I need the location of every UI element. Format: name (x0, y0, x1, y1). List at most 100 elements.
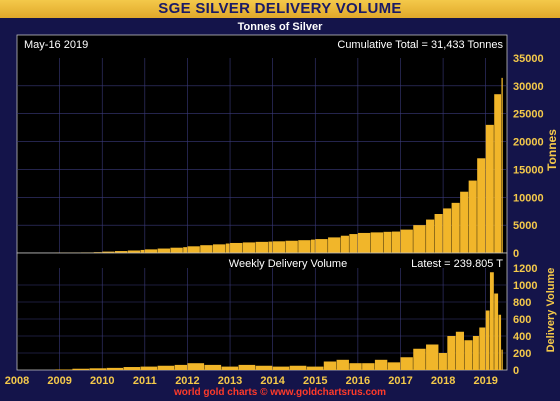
weekly-bar (362, 363, 375, 370)
cumulative-bar (328, 237, 341, 253)
cumulative-bar (230, 242, 243, 253)
cumulative-bar (93, 252, 102, 253)
weekly-bar (374, 359, 388, 370)
cumulative-bar (340, 235, 349, 253)
weekly-bar (336, 359, 349, 370)
weekly-bar (289, 365, 307, 370)
cumulative-bar (460, 191, 469, 253)
date-label: May-16 2019 (24, 39, 88, 51)
cumulative-total-annotation: Cumulative Total = 31,433 Tonnes (337, 39, 503, 51)
cumulative-bar (426, 219, 435, 253)
cumulative-bar (477, 158, 486, 253)
x-tick-label: 2013 (218, 375, 242, 387)
cumulative-bar (494, 94, 502, 253)
cumulative-y-tick-label: 0 (513, 248, 519, 260)
weekly-bar (255, 365, 273, 370)
cumulative-bar (434, 214, 443, 253)
cumulative-bar (187, 246, 200, 253)
weekly-bar (464, 340, 473, 370)
cumulative-bar (102, 251, 115, 253)
cumulative-bar (144, 249, 158, 253)
weekly-bar (187, 363, 205, 370)
footer-credit: world gold charts © www.goldchartsrus.co… (173, 387, 387, 398)
title-bar (0, 0, 560, 18)
cumulative-bar (213, 244, 226, 253)
latest-annotation: Latest = 239.805 T (411, 258, 503, 270)
weekly-bar (501, 349, 503, 370)
cumulative-bar (383, 231, 392, 253)
weekly-bar (221, 366, 239, 370)
x-tick-label: 2019 (473, 375, 497, 387)
cumulative-bar (468, 180, 477, 253)
weekly-bar (447, 336, 456, 370)
weekly-bar (106, 367, 124, 370)
cumulative-bar (255, 241, 268, 253)
weekly-bar (489, 272, 494, 370)
cumulative-y-tick-label: 35000 (513, 53, 544, 65)
weekly-bar (400, 357, 413, 370)
cumulative-bar (285, 240, 298, 253)
weekly-bar (89, 368, 107, 370)
weekly-bar (174, 364, 188, 370)
weekly-bar (494, 293, 499, 370)
x-tick-label: 2015 (303, 375, 327, 387)
cumulative-bar (170, 247, 183, 253)
chart-title: SGE SILVER DELIVERY VOLUME (158, 0, 402, 17)
weekly-bar (413, 348, 426, 370)
weekly-bar (157, 365, 175, 370)
weekly-bar (323, 361, 337, 370)
x-tick-label: 2016 (346, 375, 370, 387)
weekly-bar (272, 366, 290, 370)
weekly-bar (238, 364, 256, 370)
x-tick-label: 2009 (47, 375, 71, 387)
x-tick-label: 2014 (260, 375, 285, 387)
bottom-y-axis-label: Delivery Volume (545, 268, 557, 353)
weekly-bar (349, 363, 362, 370)
cumulative-y-tick-label: 15000 (513, 164, 544, 176)
cumulative-y-tick-label: 25000 (513, 109, 544, 121)
cumulative-bar (127, 250, 141, 253)
cumulative-bar (315, 239, 328, 253)
cumulative-y-tick-label: 10000 (513, 192, 544, 204)
weekly-bar (485, 310, 490, 370)
weekly-y-tick-label: 1000 (513, 280, 537, 292)
weekly-y-tick-label: 0 (513, 365, 519, 377)
top-panel-title: Tonnes of Silver (237, 21, 323, 33)
weekly-panel-title: Weekly Delivery Volume (229, 258, 347, 270)
weekly-y-tick-label: 600 (513, 314, 531, 326)
weekly-bar (204, 364, 222, 370)
x-tick-label: 2011 (133, 375, 157, 387)
cumulative-bar (349, 234, 358, 253)
cumulative-bar (157, 248, 170, 253)
cumulative-bar (501, 77, 503, 253)
weekly-bar (140, 366, 158, 370)
weekly-y-tick-label: 400 (513, 331, 531, 343)
weekly-bar (55, 369, 72, 370)
cumulative-bar (242, 242, 256, 253)
weekly-y-tick-label: 200 (513, 348, 531, 360)
cumulative-bar (451, 202, 460, 253)
cumulative-bar (413, 225, 426, 253)
weekly-bar (472, 336, 479, 370)
cumulative-bar (298, 240, 311, 253)
cumulative-bar (115, 251, 128, 253)
cumulative-bar (391, 231, 401, 253)
cumulative-bar (268, 241, 273, 253)
cumulative-bar (443, 208, 452, 253)
x-tick-label: 2018 (431, 375, 455, 387)
weekly-y-tick-label: 1200 (513, 263, 537, 275)
weekly-bar (72, 368, 90, 370)
cumulative-y-tick-label: 30000 (513, 81, 544, 93)
cumulative-panel: 0 5000 10000 15000 20000 25000 30000 35000 May-… (16, 34, 559, 260)
cumulative-plot-area (16, 34, 508, 254)
x-tick-label: 2010 (90, 375, 114, 387)
x-tick-label: 2008 (5, 375, 29, 387)
weekly-panel: 0 200 400 600 800 1000 1200 2008 2009 2010 2011 20… (5, 252, 557, 387)
weekly-bar (455, 331, 464, 370)
x-tick-label: 2017 (388, 375, 412, 387)
cumulative-bar (311, 239, 315, 253)
weekly-bar (387, 362, 401, 370)
weekly-bar (479, 327, 486, 370)
top-y-axis-label: Tonnes (545, 129, 559, 171)
